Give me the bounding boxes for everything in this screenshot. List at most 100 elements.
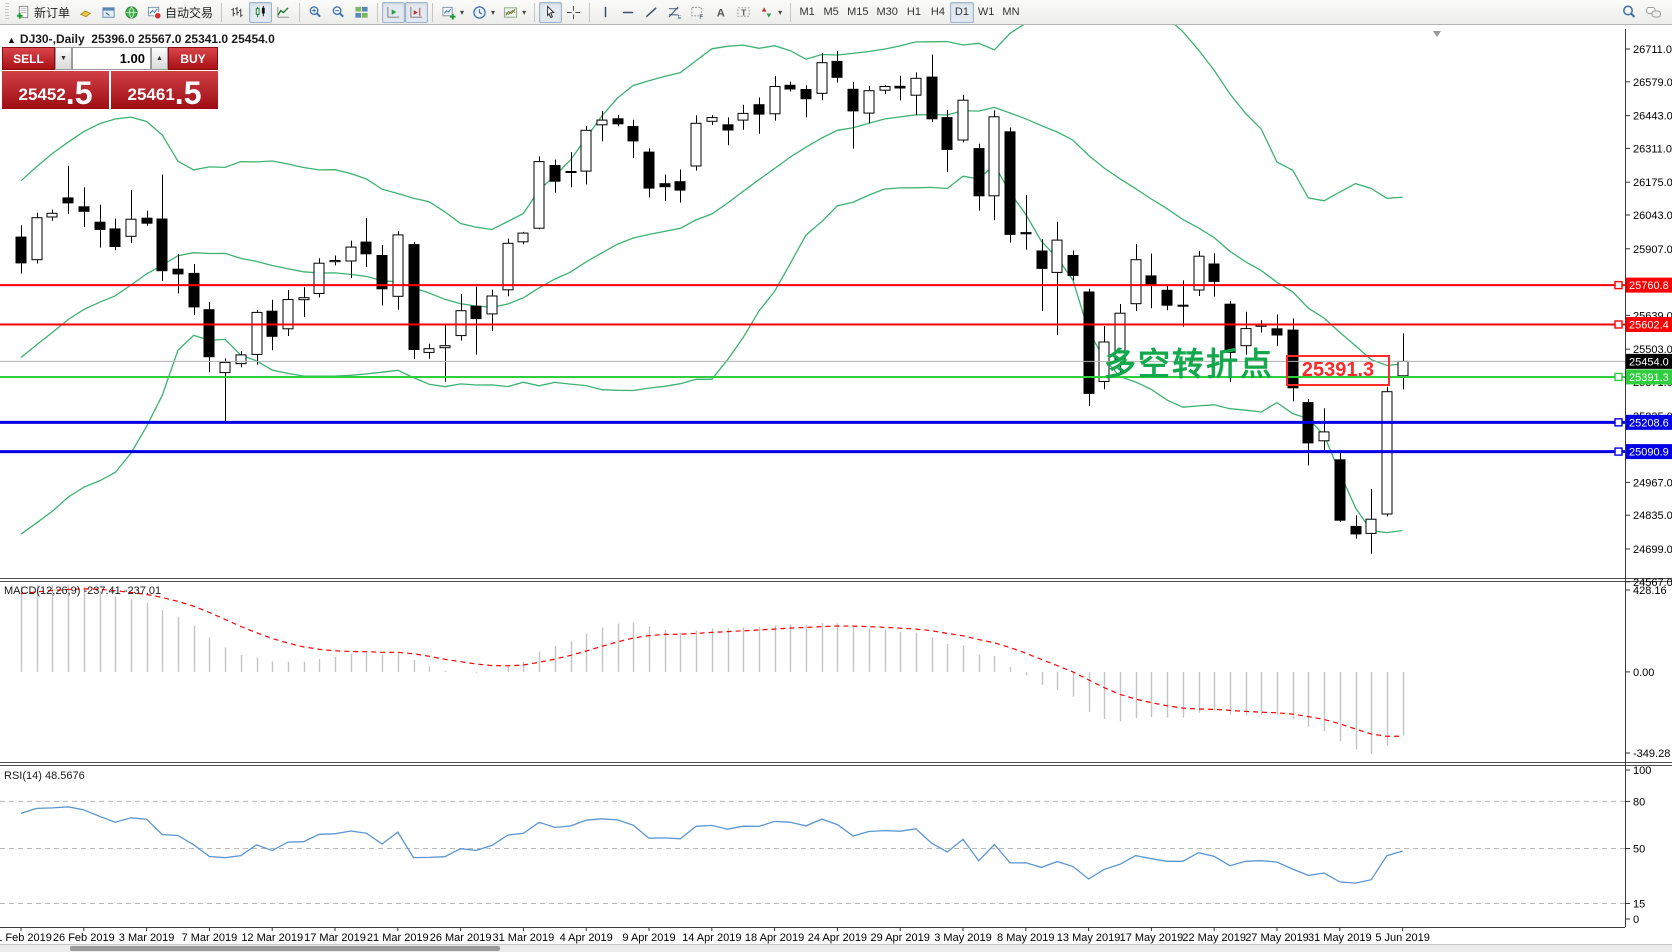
line-drag-handle[interactable] xyxy=(1614,280,1623,290)
candle-body xyxy=(1083,291,1095,394)
timeframe-mn-button[interactable]: MN xyxy=(998,2,1023,23)
price-tick-label: 26443.0 xyxy=(1633,111,1672,123)
candle-body xyxy=(1130,259,1142,305)
bar-chart-button[interactable] xyxy=(226,2,249,23)
price-line-label[interactable] xyxy=(1626,277,1672,293)
candle-body xyxy=(1224,303,1236,353)
price-line-label[interactable] xyxy=(1626,444,1672,460)
text-tool-button[interactable]: A xyxy=(709,2,732,23)
candle-body xyxy=(1161,289,1173,306)
buy-price-button[interactable]: 25461.5 xyxy=(111,71,218,109)
sell-button[interactable]: SELL xyxy=(2,47,55,70)
cursor-button[interactable] xyxy=(539,1,563,23)
toolbar-grip[interactable] xyxy=(5,3,9,21)
svg-text:A: A xyxy=(717,7,725,19)
price-line-label[interactable] xyxy=(1626,353,1672,369)
sell-price-button[interactable]: 25452.5 xyxy=(2,71,109,109)
timeframe-h4-button[interactable]: H4 xyxy=(926,2,950,23)
line-drag-handle[interactable] xyxy=(1614,320,1623,329)
text-a-icon: A xyxy=(717,7,725,19)
search-button[interactable] xyxy=(1617,2,1641,23)
price-line-label[interactable] xyxy=(1626,316,1672,332)
price-tick-label: 24835.0 xyxy=(1633,510,1672,522)
crosshair-button[interactable] xyxy=(562,2,585,23)
candle-body xyxy=(533,161,545,229)
price-line-label[interactable] xyxy=(1626,414,1672,430)
text-label-button[interactable]: T xyxy=(732,2,755,23)
new-order-button[interactable]: 新订单 xyxy=(12,2,74,23)
line-drag-handle[interactable] xyxy=(1614,447,1623,456)
date-tick-label: 26 Mar 2019 xyxy=(430,932,492,944)
candle-body xyxy=(125,218,137,237)
horizontal-line-button[interactable] xyxy=(617,2,640,23)
fibonacci-button[interactable]: E xyxy=(663,2,686,23)
signals-globe-icon xyxy=(125,5,138,19)
chat-button[interactable] xyxy=(1641,2,1666,23)
chart-shift-marker-icon[interactable] xyxy=(1433,31,1441,37)
price-line-label-text: 25090.9 xyxy=(1629,447,1669,459)
cursor-icon xyxy=(547,4,555,18)
turning-point-price-box[interactable]: 25391.3 xyxy=(1286,355,1390,386)
price-line-label[interactable] xyxy=(1626,369,1672,385)
new-chart-icon xyxy=(442,6,456,20)
candle-body xyxy=(1334,459,1346,521)
toolbar-separator xyxy=(589,2,591,22)
new-chart-button[interactable]: ▾ xyxy=(437,2,468,23)
auto-scroll-button[interactable] xyxy=(382,1,406,23)
vertical-line-button[interactable] xyxy=(594,2,617,23)
turning-point-annotation[interactable]: 多空转折点 xyxy=(1104,346,1275,382)
date-tick-label: 21 Mar 2019 xyxy=(367,932,429,944)
line-drag-handle[interactable] xyxy=(1614,372,1623,382)
candle-body xyxy=(1004,131,1016,235)
zoom-out-button[interactable] xyxy=(327,2,350,23)
chart-shift-button[interactable] xyxy=(405,1,429,23)
date-tick-label: 22 May 2019 xyxy=(1182,932,1246,944)
market-window-button[interactable] xyxy=(97,2,120,23)
candle-body xyxy=(517,232,529,243)
date-tick-label: 24 Apr 2019 xyxy=(808,932,867,944)
timeframe-d1-button[interactable]: D1 xyxy=(949,1,974,23)
timeframe-m5-button[interactable]: M5 xyxy=(819,2,843,23)
candle-body xyxy=(78,206,90,212)
signals-button[interactable] xyxy=(120,2,143,23)
horizontal-scrollbar-thumb[interactable] xyxy=(70,946,500,951)
volume-increase-button[interactable]: ▲ xyxy=(151,47,168,70)
candle-body xyxy=(816,62,828,94)
date-tick-label: 3 Mar 2019 xyxy=(119,932,175,944)
candle-body xyxy=(753,104,765,115)
timeframe-h1-button[interactable]: H1 xyxy=(902,2,926,23)
tile-windows-button[interactable] xyxy=(350,2,373,23)
volume-decrease-button[interactable]: ▼ xyxy=(55,47,72,70)
volume-input[interactable] xyxy=(72,47,151,70)
candlestick-chart-button[interactable] xyxy=(249,1,273,23)
autotrading-button[interactable]: 自动交易 xyxy=(143,2,217,23)
buy-button[interactable]: BUY xyxy=(168,47,218,70)
candle-body xyxy=(910,77,922,96)
candle-body xyxy=(1036,250,1048,269)
line-drag-handle[interactable] xyxy=(1614,418,1623,427)
new-order-icon xyxy=(16,5,29,19)
zoom-in-button[interactable] xyxy=(304,2,327,23)
candle-body xyxy=(941,117,953,150)
periods-button[interactable]: ▾ xyxy=(468,2,499,23)
timeframe-toolbar: M1 M5 M15 M30 H1 H4 D1 W1 MN xyxy=(795,1,1023,23)
timeframe-m30-button[interactable]: M30 xyxy=(873,2,902,23)
tile-windows-icon xyxy=(355,6,368,18)
date-tick-label: 29 Apr 2019 xyxy=(871,932,930,944)
one-click-toggle-icon[interactable]: ▲ xyxy=(7,35,16,45)
timeframe-m1-button[interactable]: M1 xyxy=(795,2,819,23)
fibo-grid-button[interactable]: F xyxy=(686,2,709,23)
candle-body xyxy=(282,299,294,330)
arrows-button[interactable]: ▾ xyxy=(755,2,786,23)
bollinger-lower-band xyxy=(20,163,1403,535)
date-tick-label: 7 Mar 2019 xyxy=(182,932,238,944)
timeframe-w1-button[interactable]: W1 xyxy=(974,2,999,23)
trendline-button[interactable] xyxy=(640,2,663,23)
line-chart-button[interactable] xyxy=(272,2,295,23)
timeframe-m15-button[interactable]: M15 xyxy=(843,2,872,23)
templates-button[interactable]: ▾ xyxy=(499,2,530,23)
history-center-button[interactable] xyxy=(74,2,97,23)
candle-body xyxy=(706,117,718,122)
candle-body xyxy=(1145,275,1157,285)
